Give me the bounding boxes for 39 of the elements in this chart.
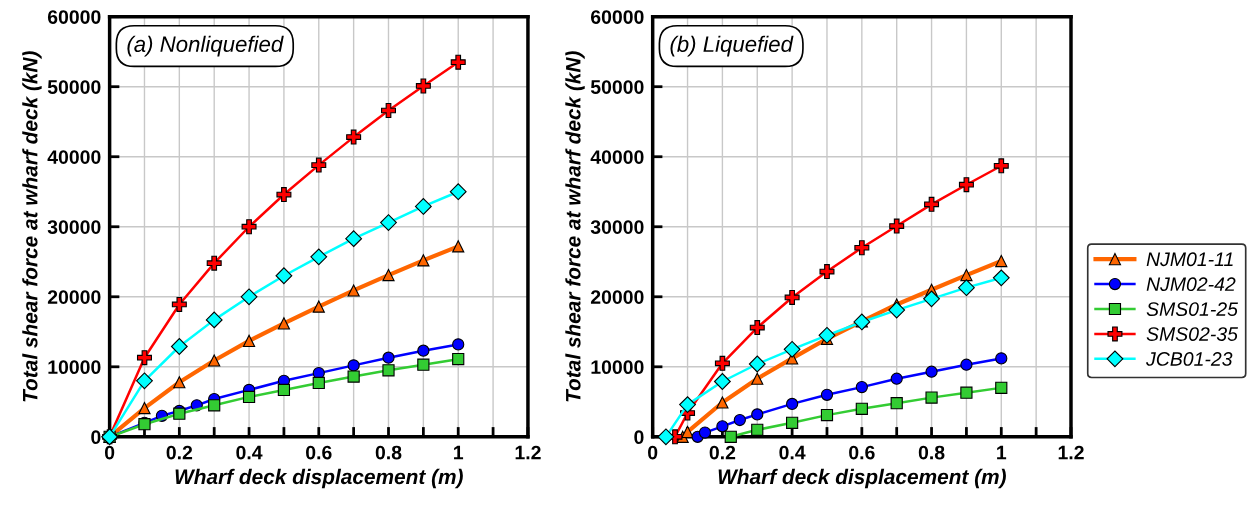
x-tick-label: 0.8 [375,445,402,460]
legend-label: SMS02-35 [1146,327,1238,341]
y-tick-label: 30000 [590,220,644,235]
y-tick-label: 20000 [590,290,644,305]
y-tick-label: 0 [91,430,101,445]
y-tick-label: 50000 [590,80,644,94]
legend-label: SMS01-25 [1146,302,1238,316]
x-tick-label: 1.2 [1058,445,1084,460]
legend-label: NJM01-11 [1146,252,1233,267]
x-tick-label: 0.6 [306,445,332,460]
x-tick-label: 1.2 [515,445,541,460]
y-tick-label: 20000 [47,290,101,305]
x-tick-label: 0.6 [849,445,875,460]
y-tick-label: 0 [634,430,644,445]
legend-label: NJM02-42 [1146,277,1236,292]
y-tick-label: 10000 [591,360,644,375]
y-tick-label: 40000 [47,150,101,164]
x-tick-label: 0 [104,445,115,460]
y-tick-label: 60000 [590,10,644,24]
y-tick-label: 30000 [47,220,101,235]
text: (a) Nonliquefied [127,35,284,57]
y-tick-label: 60000 [47,10,101,24]
y-tick-label: 50000 [47,80,101,94]
x-tick-label: 1 [454,445,464,460]
x-tick-label: 0.4 [236,445,263,460]
x-tick-label: 0.2 [709,445,736,460]
x-tick-label: 0.2 [166,445,193,460]
x-tick-label: 1 [997,445,1007,460]
text: (b) Liquefied [670,35,794,57]
x-axis-title: Wharf deck displacement (m) [718,468,1006,489]
y-tick-label: 10000 [48,360,101,375]
x-tick-label: 0.4 [779,445,806,460]
x-axis-title: Wharf deck displacement (m) [175,468,463,489]
y-axis-title: Total shear force at wharf deck (kN) [22,51,42,402]
legend-label: JCB01-23 [1146,352,1233,366]
y-tick-label: 40000 [590,150,644,164]
x-tick-label: 0 [648,445,658,460]
y-axis-title: Total shear force at wharf deck (kN) [565,51,585,402]
x-tick-label: 0.8 [918,445,945,460]
